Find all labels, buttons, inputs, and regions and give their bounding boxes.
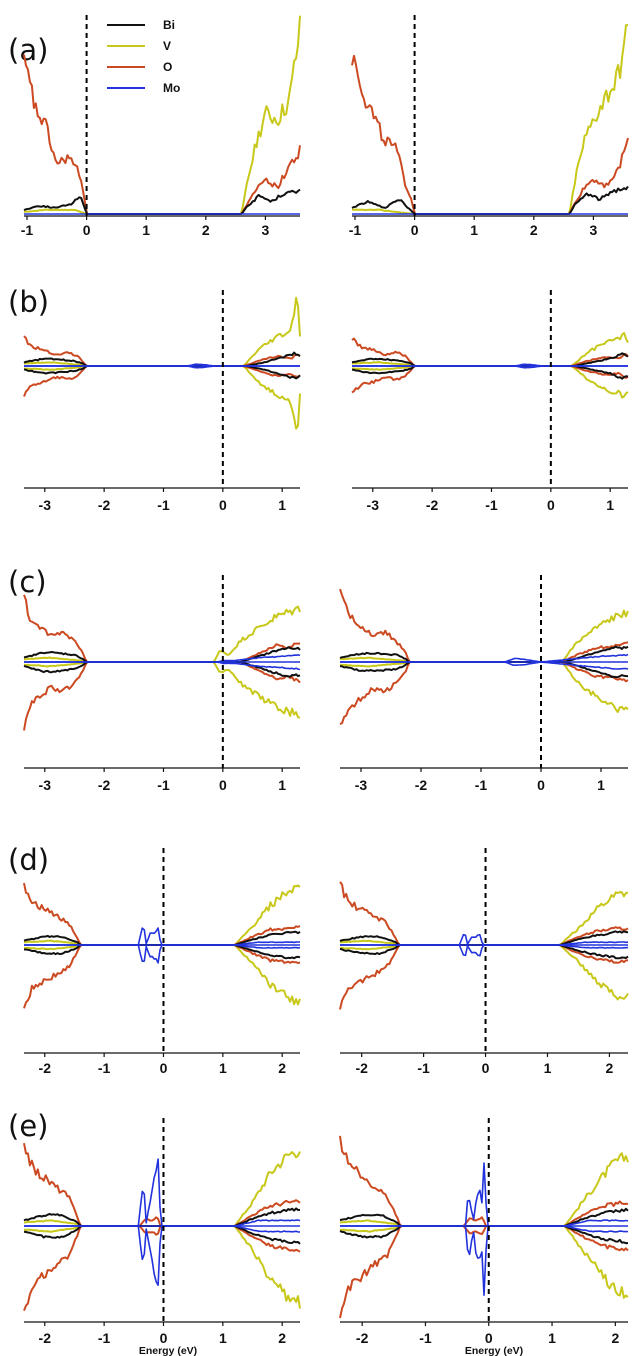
x-tick-label: 0 [482,1060,490,1076]
panel-e: (e) -2 -1 0 1 2 Energy (eV) -2 -1 0 1 2 Energy (eV) [8,1109,629,1356]
x-tick-label: 0 [547,497,555,513]
subplot-left: -3 -2 -1 0 1 [23,575,301,793]
series-o-up [339,588,629,663]
x-tick-label: 3 [590,222,598,238]
x-tick-label: 0 [485,1330,493,1346]
x-tick-label: -3 [39,497,52,513]
subplot-left: -2 -1 0 1 2 [23,848,301,1076]
x-tick-label: 3 [262,222,270,238]
x-tick-label: 0 [219,777,227,793]
x-tick-label: -1 [485,497,498,513]
series-bi-up [351,185,629,215]
x-tick-label: -1 [419,1330,432,1346]
x-tick-label: -2 [98,777,111,793]
series-o-up [339,1135,629,1227]
subplot-right: -2 -1 0 1 2 [339,848,629,1076]
x-tick-label: 0 [537,777,545,793]
x-tick-label: 1 [278,777,286,793]
x-tick-label: 1 [606,497,614,513]
x-tick-label: 0 [160,1060,168,1076]
x-tick-label: -1 [98,1060,111,1076]
x-tick-label: -1 [475,777,488,793]
subplot-right: -3 -2 -1 0 1 [351,290,629,513]
x-tick-label: -1 [98,1330,111,1346]
x-tick-label: 2 [278,1060,286,1076]
series-o-down [23,944,301,1009]
series-o-down [23,1225,301,1311]
x-tick-label: 0 [219,497,227,513]
subplot-right: -3 -2 -1 0 1 [339,575,629,793]
x-tick-label: -2 [39,1060,52,1076]
x-tick-label: 2 [530,222,538,238]
series-o-down [339,1225,629,1319]
series-v-down [23,365,301,430]
legend-label-mo: Mo [163,81,180,95]
legend-label-bi: Bi [163,18,175,32]
x-tick-label: -2 [355,1060,368,1076]
series-v-down [339,661,629,714]
x-tick-label: 2 [606,1060,614,1076]
x-tick-label: -3 [39,777,52,793]
x-tick-label: 1 [597,777,605,793]
legend-label-v: V [163,39,171,53]
subplot-right: -1 0 1 2 3 [349,15,629,238]
x-tick-label: -2 [426,497,439,513]
series-o-up [351,337,629,367]
x-tick-label: 1 [219,1330,227,1346]
series-o-up [339,881,629,946]
x-tick-label: -1 [21,222,34,238]
series-o-up [23,1143,301,1227]
series-v-up [23,296,301,367]
x-tick-label: -1 [157,777,170,793]
x-tick-label: 1 [142,222,150,238]
x-tick-label: -1 [417,1060,430,1076]
x-tick-label: 1 [544,1060,552,1076]
x-tick-label: 1 [278,497,286,513]
panel-b: (b) -3 -2 -1 0 1 -3 -2 -1 0 1 [8,285,629,513]
series-o-up [23,594,301,663]
series-o-up [23,882,301,946]
panel-c: (c) -3 -2 -1 0 1 -3 -2 -1 0 1 [8,565,629,793]
x-tick-label: 1 [548,1330,556,1346]
panel-label: (a) [8,33,48,67]
x-tick-label: -2 [98,497,111,513]
panel-label: (b) [8,285,49,319]
x-tick-label: 0 [83,222,91,238]
series-o-down [339,944,628,1010]
x-tick-label: 0 [160,1330,168,1346]
x-tick-label: 2 [278,1330,286,1346]
x-tick-label: 2 [202,222,210,238]
x-tick-label: 0 [411,222,419,238]
subplot-left: -3 -2 -1 0 1 [23,290,301,513]
panel-label: (c) [8,565,47,599]
x-tick-label: 1 [470,222,478,238]
x-tick-label: -1 [349,222,362,238]
x-tick-label: -2 [415,777,428,793]
panel-a: (a) -1 0 1 2 3 -1 0 1 2 3 [8,15,629,238]
x-tick-label: 2 [611,1330,619,1346]
x-tick-label: -3 [367,497,380,513]
x-axis-title: Energy (eV) [139,1345,197,1356]
x-axis-title: Energy (eV) [465,1345,523,1356]
series-mo-up [340,933,629,946]
panel-d: (d) -2 -1 0 1 2 -2 -1 0 1 2 [8,843,629,1076]
panel-label: (d) [8,843,49,877]
series-v-up [24,884,301,946]
subplot-left: -2 -1 0 1 2 Energy (eV) [23,1118,301,1356]
x-tick-label: -2 [39,1330,52,1346]
legend: Bi VO Mo [107,18,180,95]
subplot-right: -2 -1 0 1 2 Energy (eV) [339,1118,629,1356]
x-tick-label: 1 [219,1060,227,1076]
x-tick-label: -2 [356,1330,369,1346]
legend-label-o: O [163,60,172,74]
series-v-down [23,944,301,1006]
series-v-up [23,1151,301,1227]
panel-label: (e) [8,1109,48,1143]
subplot-left: -1 0 1 2 3 [21,15,301,238]
x-tick-label: -3 [355,777,368,793]
x-tick-label: -1 [157,497,170,513]
